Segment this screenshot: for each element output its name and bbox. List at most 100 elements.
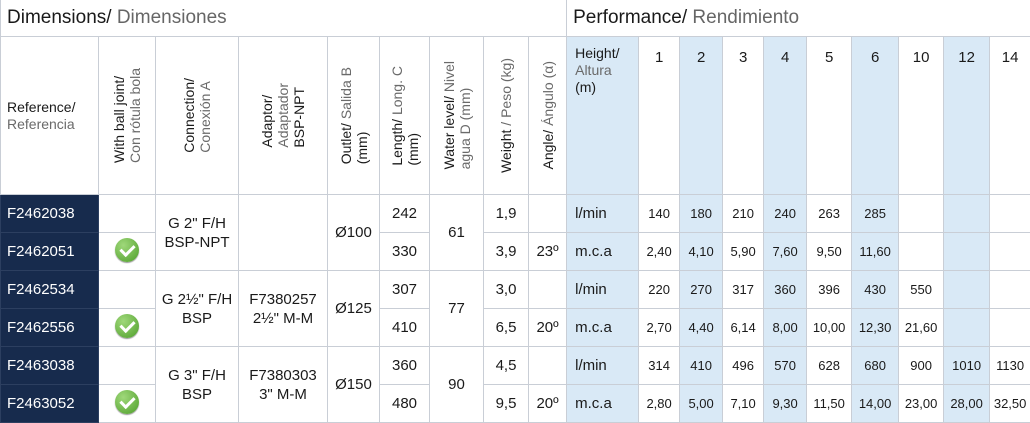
angle-cell — [527, 346, 568, 385]
value-cell: 21,60 — [898, 308, 945, 347]
height-col-2: 2 — [679, 36, 724, 195]
value-cell: 14,00 — [851, 384, 900, 423]
height-col-6: 6 — [851, 36, 900, 195]
reference-cell: F2462534 — [0, 270, 99, 309]
water-level-header: Water level/ Nivel agua D (mm) — [429, 36, 484, 195]
value-cell: 1010 — [943, 346, 991, 385]
height-col-12: 12 — [943, 36, 991, 195]
reference-cell: F2462051 — [0, 232, 99, 271]
weight-cell: 3,0 — [483, 270, 529, 309]
value-cell: 28,00 — [943, 384, 991, 423]
value-cell: 570 — [763, 346, 808, 385]
value-cell: 12,30 — [851, 308, 900, 347]
weight-cell: 9,5 — [483, 384, 529, 423]
value-cell: 2,40 — [638, 232, 681, 271]
weight-header: Weight / Peso (kg) — [483, 36, 529, 195]
value-cell — [989, 194, 1030, 233]
check-circle-icon — [115, 313, 139, 338]
value-cell: 2,80 — [638, 384, 681, 423]
height-col-5: 5 — [806, 36, 853, 195]
outlet-cell: Ø100 — [327, 194, 380, 271]
water-level-cell: 90 — [429, 346, 484, 423]
water-level-cell: 61 — [429, 194, 484, 271]
height-col-4: 4 — [763, 36, 808, 195]
value-cell — [989, 308, 1030, 347]
check-circle-icon — [115, 237, 139, 262]
value-cell: 360 — [763, 270, 808, 309]
value-cell: 240 — [763, 194, 808, 233]
value-cell: 263 — [806, 194, 853, 233]
value-cell: 396 — [806, 270, 853, 309]
value-cell: 4,40 — [679, 308, 724, 347]
value-cell: 8,00 — [763, 308, 808, 347]
value-cell: 11,50 — [806, 384, 853, 423]
adaptor-cell: F7380303 3" M-M — [238, 346, 328, 423]
reference-cell: F2463038 — [0, 346, 99, 385]
value-cell: 140 — [638, 194, 681, 233]
dimensions-section-title: Dimensions/ Dimensiones — [0, 0, 568, 37]
ball-joint-cell — [98, 194, 156, 233]
angle-cell — [527, 194, 568, 233]
value-cell: 314 — [638, 346, 681, 385]
ball-joint-cell — [98, 232, 156, 271]
value-cell: 4,10 — [679, 232, 724, 271]
connection-cell: G 3" F/H BSP — [155, 346, 239, 423]
value-cell: 496 — [722, 346, 765, 385]
ball-joint-cell — [98, 270, 156, 309]
weight-cell: 3,9 — [483, 232, 529, 271]
weight-cell: 4,5 — [483, 346, 529, 385]
value-cell: 7,60 — [763, 232, 808, 271]
reference-cell: F2463052 — [0, 384, 99, 423]
value-cell — [898, 194, 945, 233]
angle-cell: 23º — [527, 232, 568, 271]
angle-cell: 20º — [527, 384, 568, 423]
length-cell: 480 — [379, 384, 430, 423]
value-cell: 180 — [679, 194, 724, 233]
length-cell: 330 — [379, 232, 430, 271]
table-row: F2462038 G 2" F/H BSP-NPT Ø100 242 61 1,9… — [0, 194, 1030, 271]
length-cell: 410 — [379, 308, 430, 347]
connection-cell: G 2½" F/H BSP — [155, 270, 239, 347]
length-cell: 360 — [379, 346, 430, 385]
adaptor-cell: F7380257 2½" M-M — [238, 270, 328, 347]
value-cell: 410 — [679, 346, 724, 385]
ball-joint-cell — [98, 384, 156, 423]
value-cell: 32,50 — [989, 384, 1030, 423]
unit-cell: m.c.a — [566, 232, 640, 271]
value-cell: 285 — [851, 194, 900, 233]
ball-joint-cell — [98, 308, 156, 347]
table-row: F2462556 410 6,5 20º m.c.a 2,70 4,40 6,1… — [0, 308, 1030, 347]
value-cell: 7,10 — [722, 384, 765, 423]
value-cell: 11,60 — [851, 232, 900, 271]
value-cell: 317 — [722, 270, 765, 309]
value-cell: 220 — [638, 270, 681, 309]
value-cell — [943, 308, 991, 347]
height-col-3: 3 — [722, 36, 765, 195]
value-cell: 628 — [806, 346, 853, 385]
unit-cell: m.c.a — [566, 308, 640, 347]
value-cell: 680 — [851, 346, 900, 385]
check-circle-icon — [115, 389, 139, 414]
value-cell — [898, 232, 945, 271]
weight-cell: 1,9 — [483, 194, 529, 233]
weight-cell: 6,5 — [483, 308, 529, 347]
value-cell: 23,00 — [898, 384, 945, 423]
reference-cell: F2462556 — [0, 308, 99, 347]
value-cell — [943, 194, 991, 233]
value-cell: 900 — [898, 346, 945, 385]
angle-cell — [527, 270, 568, 309]
height-col-14: 14 — [989, 36, 1030, 195]
adaptor-header: Adaptor/Adaptador BSP-NPT — [238, 36, 328, 195]
connection-header: Connection/Conexión A — [155, 36, 239, 195]
value-cell: 2,70 — [638, 308, 681, 347]
value-cell: 5,90 — [722, 232, 765, 271]
water-level-cell: 77 — [429, 270, 484, 347]
value-cell — [989, 232, 1030, 271]
outlet-cell: Ø125 — [327, 270, 380, 347]
outlet-header: Outlet/ Salida B (mm) — [327, 36, 380, 195]
unit-cell: l/min — [566, 270, 640, 309]
angle-header: Angle/ Ángulo (α) — [527, 36, 568, 195]
reference-cell: F2462038 — [0, 194, 99, 233]
value-cell: 6,14 — [722, 308, 765, 347]
